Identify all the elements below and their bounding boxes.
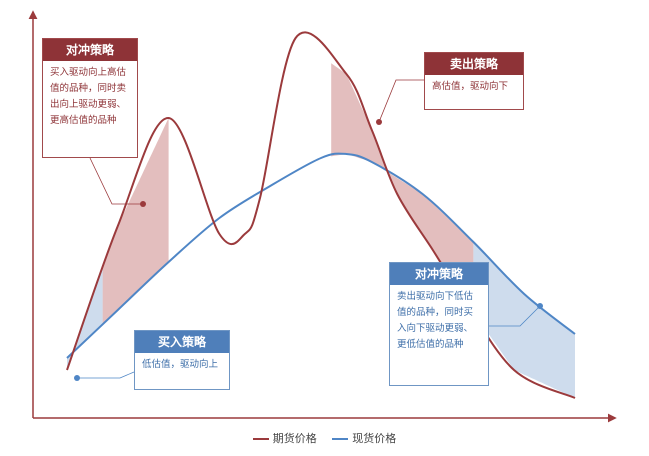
sell-strategy-title: 卖出策略 — [425, 53, 523, 75]
hedge-sell-region — [473, 242, 575, 398]
hedge-sell-marker — [537, 303, 543, 309]
legend-spot-label: 现货价格 — [352, 432, 397, 445]
legend: 期货价格 现货价格 — [0, 430, 649, 446]
hedge-buy-text: 买入驱动向上高估值的品种，同时卖出向上驱动更弱、更高估值的品种 — [50, 67, 127, 126]
spot-price-line — [66, 152, 576, 359]
sell-strategy-text: 高估值，驱动向下 — [432, 81, 509, 92]
hedge-buy-callout: 对冲策略 买入驱动向上高估值的品种，同时卖出向上驱动更弱、更高估值的品种 — [42, 38, 138, 158]
sell-leader — [378, 79, 424, 123]
legend-futures: 期货价格 — [252, 430, 317, 446]
buy-marker — [74, 375, 80, 381]
hedge-sell-text: 卖出驱动向下低估值的品种，同时买入向下驱动更弱、更低估值的品种 — [397, 291, 474, 350]
hedge-sell-title: 对冲策略 — [390, 263, 488, 285]
hedge-sell-callout: 对冲策略 卖出驱动向下低估值的品种，同时买入向下驱动更弱、更低估值的品种 — [389, 262, 489, 386]
legend-futures-label: 期货价格 — [272, 432, 317, 445]
sell-marker — [376, 119, 382, 125]
sell-region — [331, 63, 474, 313]
hedge-buy-leader — [89, 157, 143, 205]
buy-strategy-text: 低估值，驱动向上 — [142, 359, 219, 370]
hedge-buy-title: 对冲策略 — [43, 39, 137, 61]
legend-spot-swatch — [332, 438, 349, 440]
legend-spot: 现货价格 — [332, 430, 396, 446]
buy-strategy-callout: 买入策略 低估值，驱动向上 — [134, 330, 230, 390]
buy-leader — [77, 371, 135, 379]
buy-strategy-title: 买入策略 — [135, 331, 229, 353]
sell-strategy-callout: 卖出策略 高估值，驱动向下 — [424, 52, 524, 110]
hedge-sell-leader — [489, 305, 541, 327]
hedge-buy-region — [102, 118, 169, 325]
hedge-buy-marker — [140, 201, 146, 207]
legend-futures-swatch — [252, 438, 269, 440]
